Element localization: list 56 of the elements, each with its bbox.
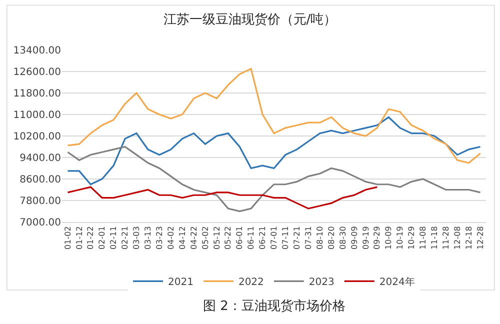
y-tick-label: 11000.00 (13, 110, 61, 121)
x-tick-label: 02-01 (98, 226, 107, 250)
line-series (66, 68, 482, 164)
y-tick-label: 9400.00 (20, 153, 61, 164)
x-tick-label: 03-03 (132, 226, 142, 250)
x-tick-label: 08-10 (315, 226, 324, 250)
x-tick-label: 06-01 (235, 226, 244, 250)
x-tick-label: 07-31 (304, 226, 313, 250)
x-tick-label: 05-02 (200, 226, 210, 250)
x-tick-label: 01-12 (74, 226, 84, 250)
x-tick-label: 08-20 (326, 226, 336, 250)
x-tick-label: 11-18 (430, 226, 440, 250)
x-tick-label: 07-11 (281, 226, 290, 250)
x-tick-label: 10-29 (407, 226, 416, 250)
y-tick-label: 7800.00 (20, 196, 61, 207)
x-tick-label: 09-09 (350, 226, 359, 250)
legend-label: 2022 (238, 277, 264, 288)
y-tick-label: 7000.00 (20, 218, 61, 228)
y-tick-label: 12600.00 (13, 67, 61, 78)
x-tick-label: 12-18 (464, 226, 474, 250)
line-series (66, 186, 378, 210)
x-tick-label: 03-13 (144, 226, 153, 250)
legend-label: 2023 (308, 277, 334, 288)
x-tick-label: 08-30 (338, 226, 348, 250)
legend-label: 2024年 (379, 276, 415, 288)
x-tick-label: 07-21 (292, 226, 302, 250)
x-tick-label: 04-12 (178, 226, 187, 250)
x-tick-label: 04-02 (166, 226, 176, 250)
x-tick-label: 05-12 (212, 226, 222, 250)
x-tick-label: 03-23 (155, 226, 164, 250)
x-tick-label: 01-02 (63, 226, 72, 250)
x-tick-label: 09-29 (372, 226, 382, 250)
y-tick-label: 10200.00 (13, 132, 61, 142)
y-tick-label: 13400.00 (13, 46, 61, 56)
x-tick-label: 01-22 (86, 226, 96, 250)
line-series (66, 116, 482, 186)
x-tick-label: 10-19 (396, 226, 405, 250)
x-tick-label: 02-11 (109, 226, 118, 250)
x-tick-label: 11-08 (418, 226, 428, 250)
x-tick-label: 07-01 (270, 226, 279, 250)
y-tick-label: 8600.00 (20, 174, 61, 186)
x-tick-label: 02-21 (120, 226, 130, 250)
caption: 图 2：豆油现货市场价格 (203, 299, 346, 314)
x-tick-label: 05-22 (224, 226, 233, 250)
x-tick-label: 04-22 (189, 226, 198, 250)
x-tick-label: 06-11 (246, 226, 256, 250)
x-tick-label: 09-19 (361, 226, 370, 250)
x-tick-label: 12-28 (476, 226, 485, 250)
x-tick-label: 12-08 (452, 226, 462, 250)
y-tick-label: 11800.00 (13, 88, 61, 100)
legend-label: 2021 (168, 277, 194, 288)
chart-title: 江苏一级豆油现货价（元/吨） (163, 12, 337, 28)
x-tick-label: 06-21 (258, 226, 268, 250)
x-tick-label: 10-09 (384, 226, 394, 250)
x-tick-label: 11-28 (441, 226, 450, 250)
line-series (66, 146, 482, 212)
